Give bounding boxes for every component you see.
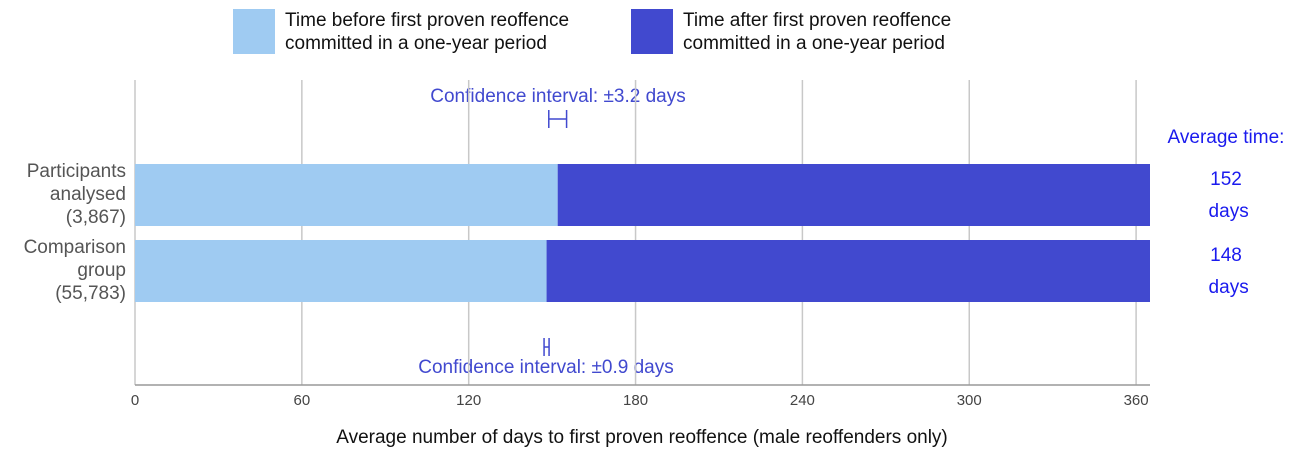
x-tick-label: 360 xyxy=(1124,392,1149,409)
legend-item: Time after first proven reoffence commit… xyxy=(631,9,1013,55)
error-bar xyxy=(543,338,550,356)
x-tick-label: 240 xyxy=(790,392,815,409)
legend-item: Time before first proven reoffence commi… xyxy=(233,9,615,55)
x-tick-label: 120 xyxy=(456,392,481,409)
y-tick-label: Participants analysed (3,867) xyxy=(27,161,126,228)
bar-segment xyxy=(135,240,547,302)
bar-segment xyxy=(546,240,1150,302)
x-axis-title: Average number of days to first proven r… xyxy=(336,427,948,448)
x-tick-label: 0 xyxy=(131,392,139,409)
x-tick-label: 300 xyxy=(957,392,982,409)
annotation: Confidence interval: ±3.2 days xyxy=(430,86,685,107)
value-label: 152 days xyxy=(1203,169,1248,222)
y-tick-label: Comparison group (55,783) xyxy=(24,237,126,304)
legend-swatch xyxy=(631,9,673,54)
x-tick-label: 60 xyxy=(294,392,311,409)
value-label: 148 days xyxy=(1203,245,1248,298)
legend-swatch xyxy=(233,9,275,54)
bar-segment xyxy=(135,164,558,226)
legend-label: Time after first proven reoffence commit… xyxy=(683,10,952,54)
error-bar xyxy=(548,110,568,128)
annotation: Average time: xyxy=(1168,127,1285,148)
legend-label: Time before first proven reoffence commi… xyxy=(285,10,570,54)
annotation: Confidence interval: ±0.9 days xyxy=(418,357,673,378)
bar-segment xyxy=(557,164,1150,226)
x-tick-label: 180 xyxy=(623,392,648,409)
